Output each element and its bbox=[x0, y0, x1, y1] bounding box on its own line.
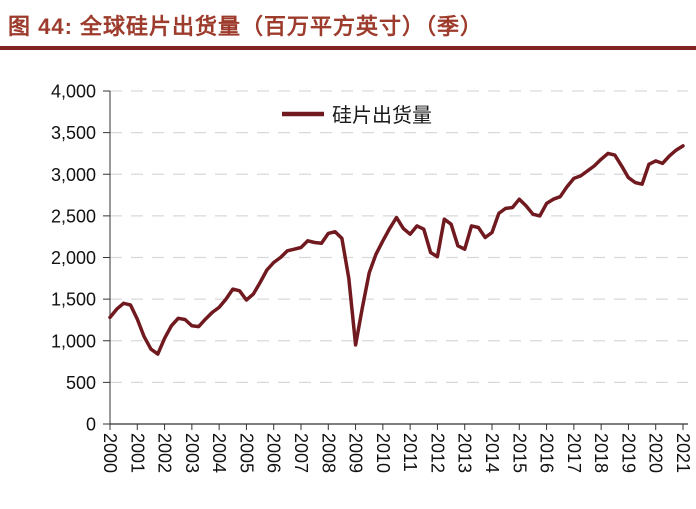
x-tick-label: 2017 bbox=[564, 433, 584, 473]
gridlines bbox=[110, 90, 688, 384]
y-tick-label: 3,500 bbox=[51, 123, 96, 143]
axes bbox=[103, 90, 688, 430]
y-tick-label: 4,000 bbox=[51, 82, 96, 102]
chart-canvas: 05001,0001,5002,0002,5003,0003,5004,000 … bbox=[51, 82, 693, 474]
x-tick-label: 2010 bbox=[373, 433, 393, 473]
x-tick-label: 2015 bbox=[509, 433, 529, 473]
series-line-wafer-shipments bbox=[108, 144, 685, 356]
y-tick-label: 2,500 bbox=[51, 206, 96, 226]
x-tick-label: 2018 bbox=[591, 433, 611, 473]
title-rule bbox=[0, 46, 696, 50]
legend-label: 硅片出货量 bbox=[332, 104, 432, 127]
x-tick-label: 2021 bbox=[673, 433, 693, 473]
x-tick-label: 2005 bbox=[236, 433, 256, 473]
y-tick-label: 1,500 bbox=[51, 290, 96, 310]
figure-title: 图 44: 全球硅片出货量（百万平方英寸）（季） bbox=[8, 14, 484, 39]
x-tick-label: 2009 bbox=[346, 433, 366, 473]
wafer-shipment-chart: 0 500 1,000 1,500 2,000 2,500 3,000 3,500 4,000 … bbox=[0, 51, 696, 504]
y-tick-label: 2,000 bbox=[51, 248, 96, 268]
legend: 硅片出货量 bbox=[282, 104, 432, 127]
x-tick-label: 2012 bbox=[427, 433, 447, 473]
x-tick-label: 2006 bbox=[264, 433, 284, 473]
x-tick-label: 2008 bbox=[318, 433, 338, 473]
y-axis-labels: 0 500 1,000 1,500 2,000 2,500 3,000 3,500 4,000 bbox=[51, 82, 96, 435]
x-tick-label: 2016 bbox=[537, 433, 557, 473]
y-tick-label: 0 bbox=[86, 415, 96, 435]
x-tick-label: 2013 bbox=[455, 433, 475, 473]
x-tick-label: 2004 bbox=[209, 433, 229, 473]
x-tick-label: 2011 bbox=[400, 433, 420, 472]
y-tick-label: 1,000 bbox=[51, 331, 96, 351]
x-tick-label: 2007 bbox=[291, 433, 311, 473]
y-tick-label: 500 bbox=[66, 373, 96, 393]
x-tick-label: 2014 bbox=[482, 433, 502, 473]
x-axis-labels: 2000 2001 2002 2003 2004 2005 2006 2007 2008 2009… bbox=[100, 433, 693, 473]
x-tick-label: 2002 bbox=[155, 433, 175, 473]
x-tick-label: 2003 bbox=[182, 433, 202, 473]
x-tick-label: 2000 bbox=[100, 433, 120, 473]
y-tick-label: 3,000 bbox=[51, 165, 96, 185]
x-tick-label: 2020 bbox=[646, 433, 666, 473]
x-tick-label: 2001 bbox=[127, 433, 147, 473]
x-tick-label: 2019 bbox=[618, 433, 638, 473]
